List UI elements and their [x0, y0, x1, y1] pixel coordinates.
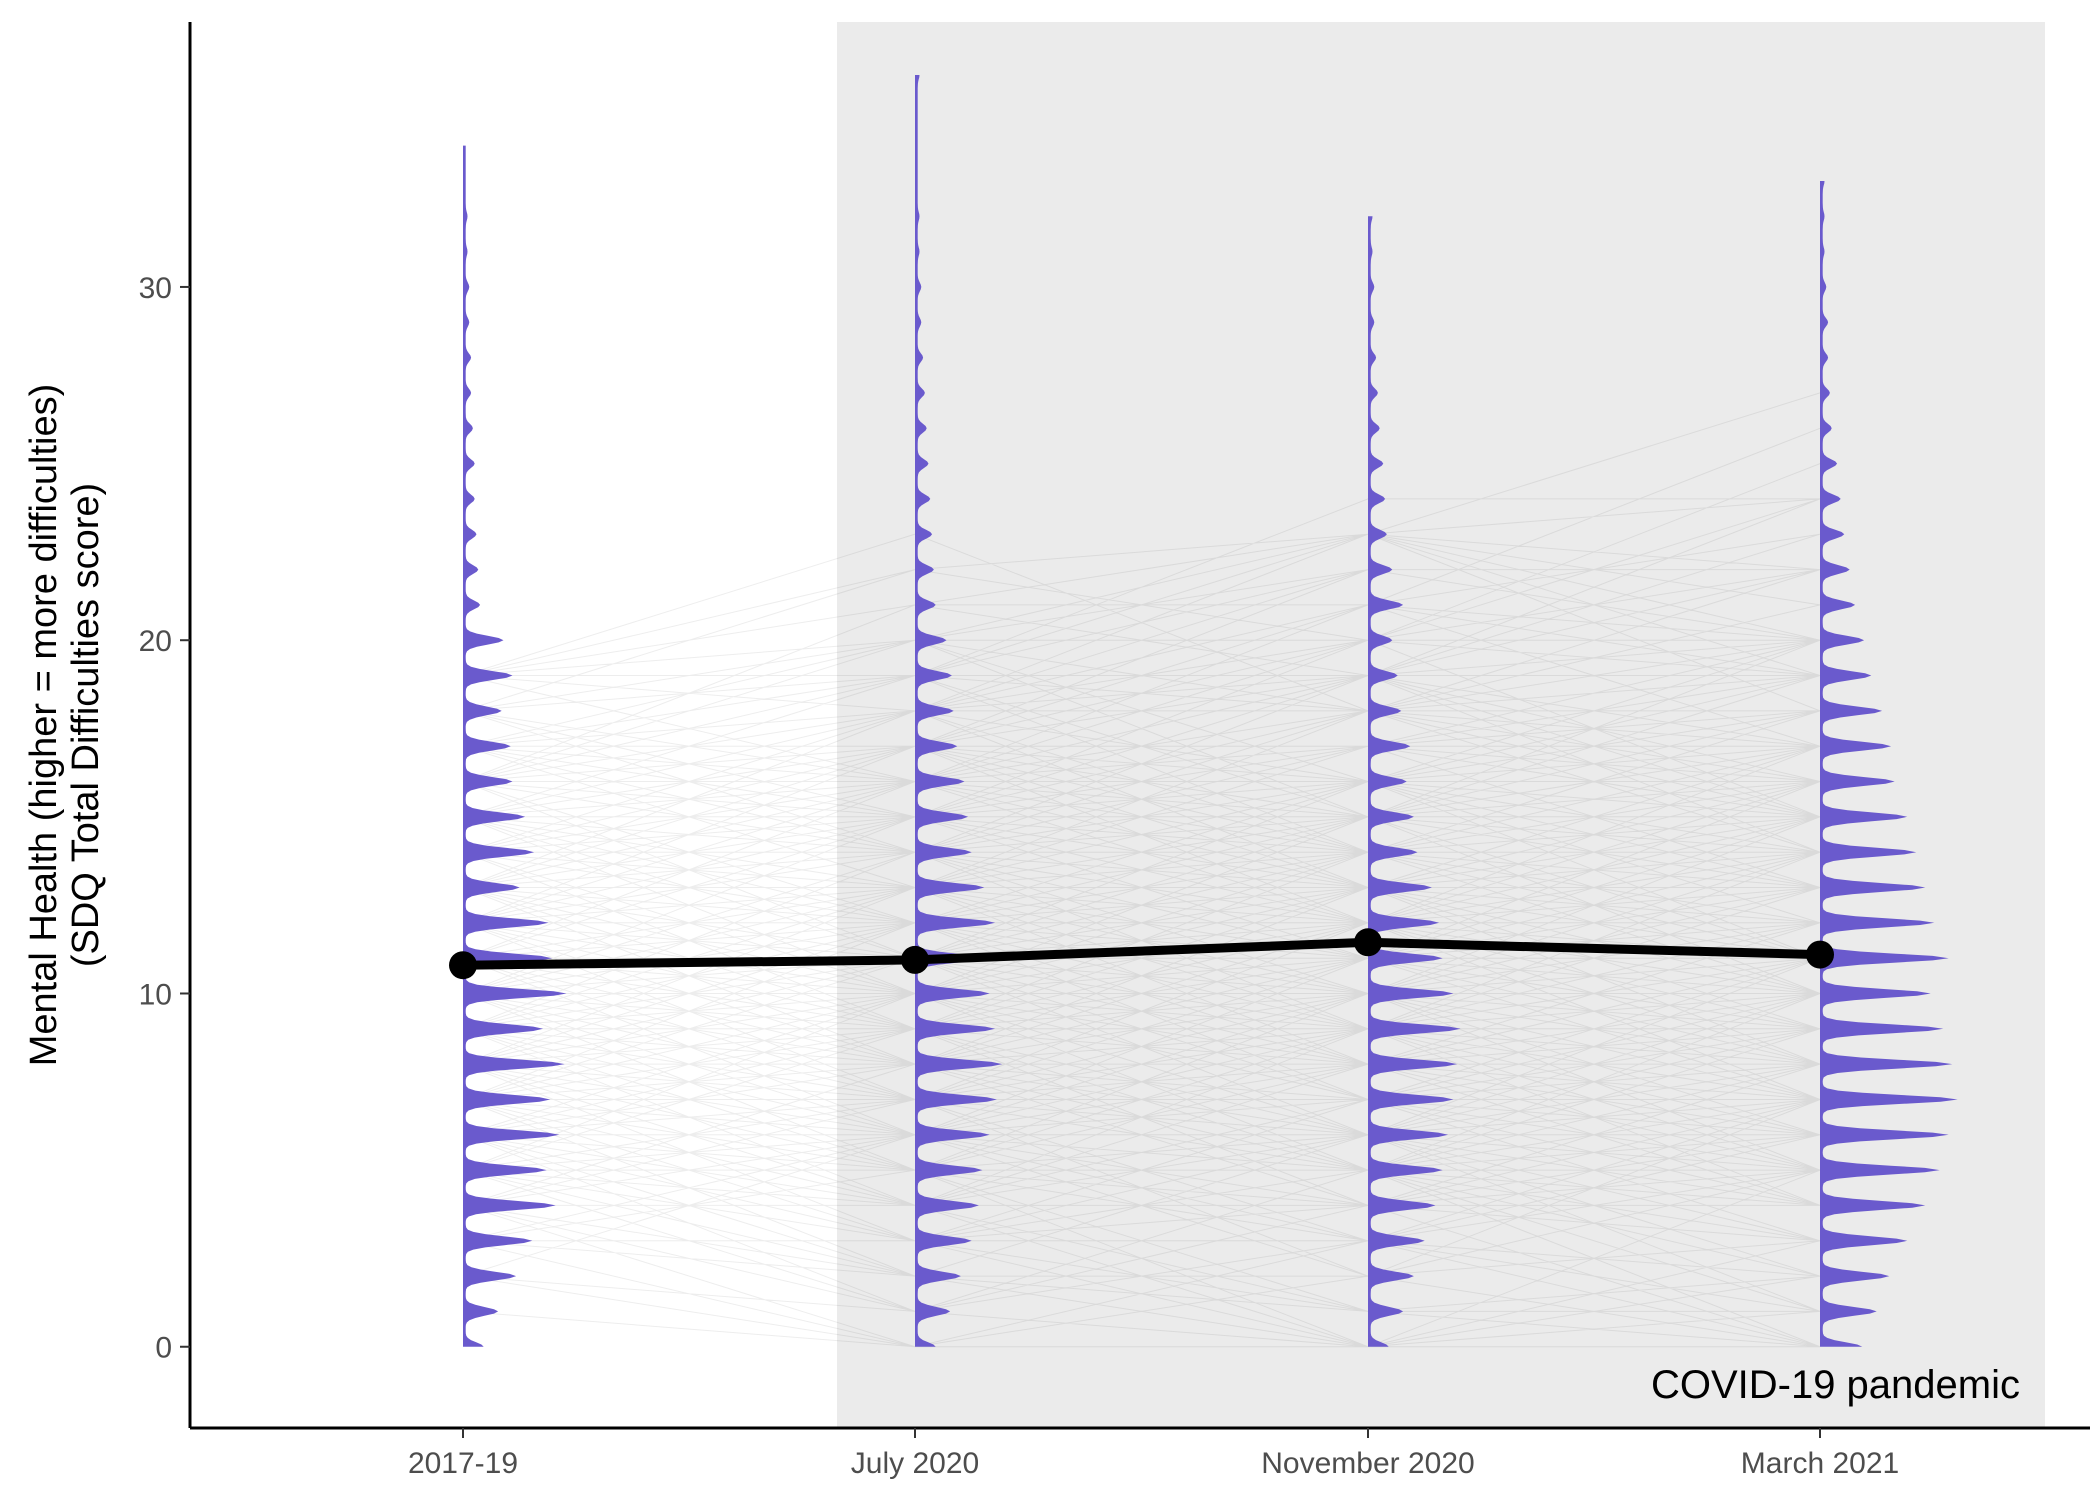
x-tick-label: March 2021: [1741, 1447, 1899, 1480]
trajectory-paths: [462, 392, 1821, 1348]
x-tick-label: July 2020: [851, 1447, 979, 1480]
distribution-november-2020: [1368, 216, 1461, 1347]
y-tick-label: 0: [155, 1332, 172, 1365]
y-tick-label: 10: [139, 978, 172, 1011]
mean-point: [1806, 940, 1834, 969]
y-axis-title-line: Mental Health (higher = more difficultie…: [23, 384, 65, 1067]
mean-point: [901, 945, 929, 974]
mean-line: [458, 937, 1825, 970]
covid-pandemic-shaded-region: [837, 22, 2045, 1428]
y-axis-title: Mental Health (higher = more difficultie…: [23, 384, 107, 1067]
mean-series: [449, 928, 1834, 980]
y-tick-label: 30: [139, 272, 172, 305]
mean-point: [449, 951, 477, 980]
y-tick-label: 20: [139, 625, 172, 658]
mean-point: [1354, 928, 1382, 957]
x-tick-label: November 2020: [1261, 1447, 1474, 1480]
distribution-2017-19: [463, 145, 567, 1347]
x-tick-label: 2017-19: [408, 1447, 518, 1480]
distribution-july-2020: [915, 75, 1003, 1347]
axes: 0 10 20 30 2017-19 July 2020 November 2020 Marc…: [139, 22, 2090, 1480]
individual-trajectory-lines: [462, 392, 1821, 1348]
score-distributions: [463, 75, 1958, 1347]
y-axis-title-line: (SDQ Total Difficulties score): [65, 483, 107, 967]
covid-pandemic-label: COVID-19 pandemic: [1651, 1363, 2020, 1407]
